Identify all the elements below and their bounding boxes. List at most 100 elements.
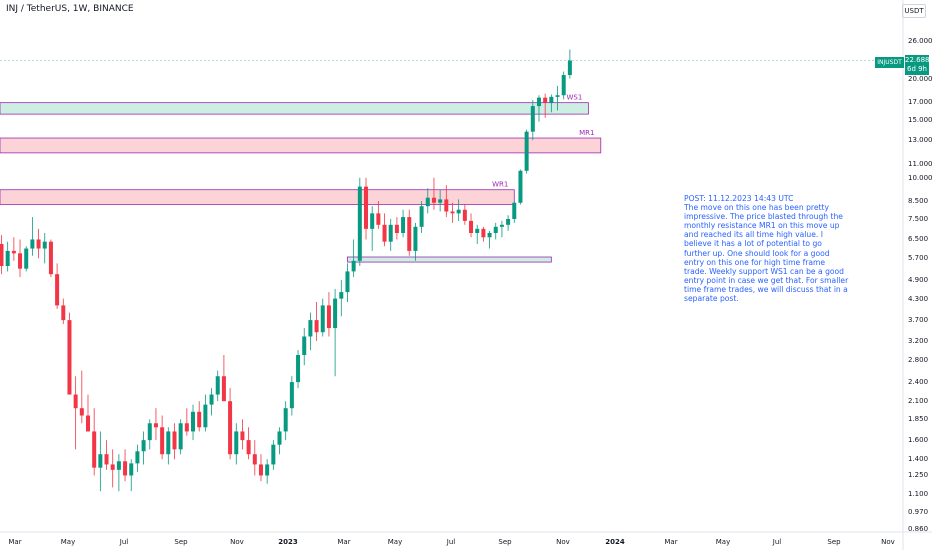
candle-body[interactable] bbox=[339, 292, 344, 299]
candle-body[interactable] bbox=[536, 97, 541, 107]
candle-body[interactable] bbox=[184, 423, 189, 432]
candle-body[interactable] bbox=[450, 211, 455, 214]
candle-body[interactable] bbox=[351, 260, 356, 272]
candle-body[interactable] bbox=[153, 423, 158, 428]
candle-body[interactable] bbox=[456, 209, 461, 214]
zone-wr1[interactable] bbox=[0, 189, 515, 205]
candle-body[interactable] bbox=[444, 199, 449, 212]
candle-body[interactable] bbox=[277, 431, 282, 445]
candle-body[interactable] bbox=[79, 408, 84, 416]
candle-body[interactable] bbox=[42, 241, 47, 249]
candle-body[interactable] bbox=[407, 217, 412, 251]
candle-body[interactable] bbox=[364, 186, 369, 229]
candle-body[interactable] bbox=[567, 60, 572, 76]
candle-body[interactable] bbox=[326, 305, 331, 329]
candle-body[interactable] bbox=[469, 220, 474, 233]
candle-body[interactable] bbox=[462, 209, 467, 221]
candle-body[interactable] bbox=[555, 95, 560, 97]
candle-body[interactable] bbox=[228, 401, 233, 455]
zone-support-box[interactable] bbox=[347, 256, 552, 263]
candle-body[interactable] bbox=[67, 320, 72, 395]
candle-body[interactable] bbox=[61, 305, 66, 321]
candle-body[interactable] bbox=[524, 131, 529, 171]
candle-body[interactable] bbox=[376, 213, 381, 225]
candle-body[interactable] bbox=[178, 423, 183, 450]
candle-body[interactable] bbox=[370, 213, 375, 229]
analysis-note[interactable]: POST: 11.12.2023 14:43 UTC The move on t… bbox=[684, 194, 849, 304]
candle-body[interactable] bbox=[314, 320, 319, 333]
candle-body[interactable] bbox=[116, 461, 121, 470]
candle-body[interactable] bbox=[265, 464, 270, 476]
candle-body[interactable] bbox=[283, 408, 288, 432]
candle-body[interactable] bbox=[475, 228, 480, 233]
candle-body[interactable] bbox=[147, 423, 152, 441]
candle-body[interactable] bbox=[425, 197, 430, 207]
candle-body[interactable] bbox=[271, 444, 276, 465]
candle-body[interactable] bbox=[252, 454, 257, 465]
candle-body[interactable] bbox=[320, 305, 325, 333]
candle-body[interactable] bbox=[104, 454, 109, 465]
candle-body[interactable] bbox=[48, 241, 53, 275]
candle-body[interactable] bbox=[209, 394, 214, 405]
candle-body[interactable] bbox=[302, 336, 307, 355]
candle-body[interactable] bbox=[382, 224, 387, 242]
candle-body[interactable] bbox=[438, 199, 443, 203]
candle-body[interactable] bbox=[246, 440, 251, 455]
symbol-title[interactable]: INJ / TetherUS, 1W, BINANCE bbox=[6, 4, 134, 14]
candle-body[interactable] bbox=[197, 411, 202, 428]
currency-button[interactable]: USDT bbox=[902, 4, 926, 18]
candle-body[interactable] bbox=[172, 431, 177, 450]
candle-body[interactable] bbox=[333, 298, 338, 329]
candle-body[interactable] bbox=[240, 431, 245, 441]
candle-body[interactable] bbox=[493, 226, 498, 233]
candle-body[interactable] bbox=[487, 232, 492, 238]
candle-body[interactable] bbox=[166, 431, 171, 455]
candle-body[interactable] bbox=[308, 320, 313, 337]
candle-body[interactable] bbox=[234, 431, 239, 455]
candle-body[interactable] bbox=[11, 250, 16, 254]
candle-body[interactable] bbox=[394, 224, 399, 233]
candle-body[interactable] bbox=[221, 376, 226, 402]
candle-body[interactable] bbox=[413, 226, 418, 251]
candle-body[interactable] bbox=[141, 440, 146, 452]
candle-body[interactable] bbox=[296, 354, 301, 383]
candle-body[interactable] bbox=[289, 382, 294, 409]
candle-body[interactable] bbox=[431, 197, 436, 203]
candle-body[interactable] bbox=[499, 224, 504, 227]
candle-body[interactable] bbox=[30, 239, 35, 249]
candle-body[interactable] bbox=[481, 228, 486, 238]
candle-body[interactable] bbox=[92, 431, 97, 468]
candle-body[interactable] bbox=[5, 250, 10, 266]
candle-body[interactable] bbox=[518, 170, 523, 203]
candle-body[interactable] bbox=[543, 97, 548, 103]
zone-ws1[interactable] bbox=[0, 102, 589, 115]
candle-body[interactable] bbox=[388, 224, 393, 242]
candle-body[interactable] bbox=[419, 206, 424, 227]
candle-body[interactable] bbox=[73, 394, 78, 409]
candle-body[interactable] bbox=[215, 376, 220, 395]
candle-body[interactable] bbox=[506, 218, 511, 225]
candle-body[interactable] bbox=[401, 217, 406, 233]
zone-mr1[interactable] bbox=[0, 137, 602, 154]
candle-body[interactable] bbox=[512, 202, 517, 219]
candle-body[interactable] bbox=[549, 96, 554, 103]
candle-body[interactable] bbox=[345, 271, 350, 293]
candle-body[interactable] bbox=[129, 463, 134, 476]
candle-body[interactable] bbox=[55, 274, 60, 306]
candle-body[interactable] bbox=[203, 404, 208, 428]
candle-body[interactable] bbox=[123, 461, 128, 476]
candle-body[interactable] bbox=[160, 427, 165, 455]
candle-body[interactable] bbox=[530, 106, 535, 132]
candle-body[interactable] bbox=[110, 464, 115, 470]
candle-body[interactable] bbox=[85, 415, 90, 432]
candle-body[interactable] bbox=[24, 248, 29, 269]
candle-body[interactable] bbox=[36, 239, 41, 249]
candle-body[interactable] bbox=[357, 186, 362, 261]
candle-body[interactable] bbox=[18, 253, 23, 269]
candle-body[interactable] bbox=[191, 411, 196, 432]
candle-body[interactable] bbox=[0, 243, 4, 266]
candle-body[interactable] bbox=[258, 464, 263, 476]
candle-body[interactable] bbox=[135, 451, 140, 464]
candle-body[interactable] bbox=[561, 75, 566, 96]
